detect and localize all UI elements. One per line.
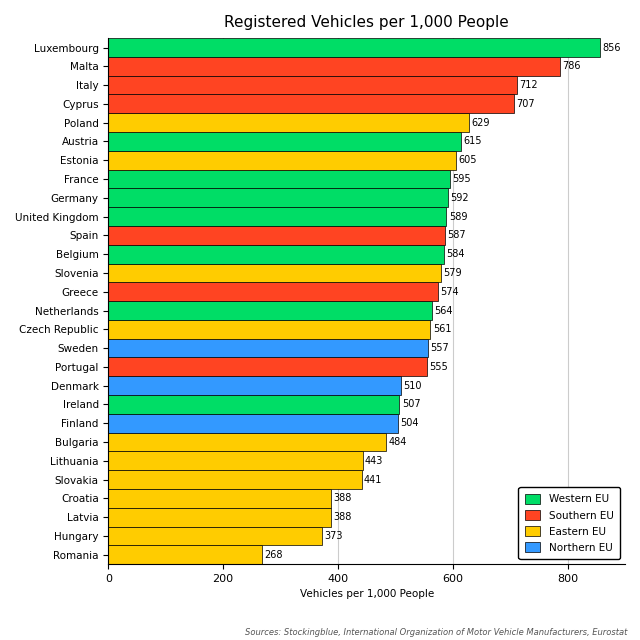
Bar	[108, 376, 401, 395]
Text: 605: 605	[458, 156, 476, 165]
Text: 510: 510	[403, 381, 422, 390]
Bar	[108, 226, 445, 244]
Text: 786: 786	[562, 61, 580, 71]
Text: 507: 507	[402, 399, 420, 410]
Bar	[108, 264, 441, 282]
Bar	[108, 244, 444, 264]
Bar	[108, 395, 399, 414]
Text: 615: 615	[464, 136, 482, 147]
Bar	[108, 188, 448, 207]
Bar	[108, 95, 514, 113]
Title: Registered Vehicles per 1,000 People: Registered Vehicles per 1,000 People	[224, 15, 509, 30]
Text: 441: 441	[364, 475, 382, 484]
Bar	[108, 320, 430, 339]
Text: 504: 504	[400, 418, 419, 428]
Bar	[108, 282, 438, 301]
Bar	[108, 170, 450, 188]
Text: 268: 268	[264, 550, 283, 560]
Text: Sources: Stockingblue, International Organization of Motor Vehicle Manufacturers: Sources: Stockingblue, International Org…	[245, 628, 627, 637]
Legend: Western EU, Southern EU, Eastern EU, Northern EU: Western EU, Southern EU, Eastern EU, Nor…	[518, 488, 620, 559]
Text: 443: 443	[365, 456, 383, 466]
Text: 595: 595	[452, 174, 471, 184]
Bar	[108, 470, 362, 489]
Bar	[108, 414, 397, 433]
Bar	[108, 301, 432, 320]
Text: 592: 592	[451, 193, 469, 203]
Text: 587: 587	[447, 230, 467, 241]
Bar	[108, 339, 428, 358]
Text: 373: 373	[324, 531, 343, 541]
Text: 629: 629	[472, 118, 490, 127]
Text: 388: 388	[333, 512, 352, 522]
Bar	[108, 57, 559, 76]
Text: 564: 564	[435, 305, 453, 316]
Bar	[108, 508, 331, 527]
Bar	[108, 451, 363, 470]
Bar	[108, 151, 456, 170]
Bar	[108, 113, 469, 132]
Text: 712: 712	[520, 80, 538, 90]
Bar	[108, 132, 461, 151]
Bar	[108, 527, 323, 545]
Bar	[108, 358, 427, 376]
Text: 584: 584	[446, 249, 465, 259]
Text: 561: 561	[433, 324, 451, 334]
Text: 557: 557	[430, 343, 449, 353]
Text: 484: 484	[388, 437, 407, 447]
Bar	[108, 433, 386, 451]
X-axis label: Vehicles per 1,000 People: Vehicles per 1,000 People	[300, 589, 434, 600]
Text: 856: 856	[602, 42, 621, 52]
Bar	[108, 207, 447, 226]
Bar	[108, 489, 331, 508]
Text: 388: 388	[333, 493, 352, 504]
Bar	[108, 76, 517, 95]
Text: 555: 555	[429, 362, 448, 372]
Text: 589: 589	[449, 212, 467, 221]
Bar	[108, 38, 600, 57]
Bar	[108, 545, 262, 564]
Text: 707: 707	[516, 99, 535, 109]
Text: 579: 579	[443, 268, 461, 278]
Text: 574: 574	[440, 287, 459, 297]
